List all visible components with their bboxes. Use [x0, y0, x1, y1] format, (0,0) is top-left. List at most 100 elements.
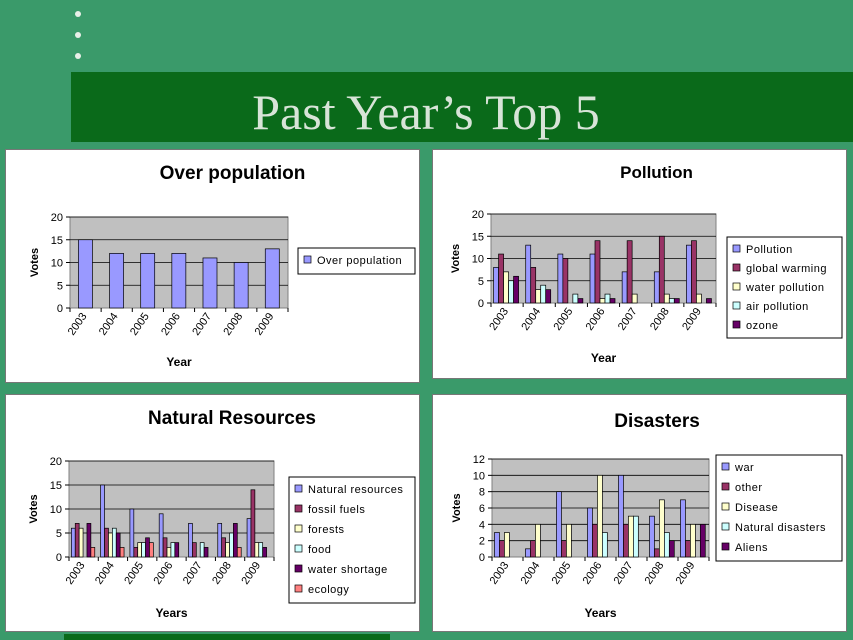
bar-pollution-2004: [525, 244, 532, 304]
bar-other-2004: [530, 540, 536, 558]
legend-label: Natural resources: [308, 484, 403, 496]
y-tick-label: 15: [50, 480, 62, 492]
bar-fossil-fuels-2006: [162, 537, 168, 558]
x-tick-label: 2008: [643, 560, 667, 587]
x-tick-label: 2005: [550, 560, 574, 587]
bar-disease-2009: [690, 523, 696, 558]
x-tick-label: 2003: [66, 311, 90, 338]
bar-disease-2004: [535, 523, 541, 558]
legend-label: Disease: [735, 502, 778, 514]
bullet-dot: [75, 53, 81, 59]
bar-other-2006: [592, 523, 598, 558]
bar-ozone-2008: [673, 298, 680, 304]
bar-global-warming-2008: [658, 235, 665, 304]
x-tick-label: 2005: [122, 560, 146, 587]
legend-swatch: [721, 542, 730, 551]
legend-swatch: [294, 564, 303, 573]
bar-ozone-2005: [577, 298, 584, 304]
bar-over-population-2007: [202, 257, 218, 309]
bar-other-2007: [623, 523, 629, 558]
legend-label: fossil fuels: [308, 504, 365, 516]
x-tick-label: 2005: [552, 306, 576, 333]
bar-global-warming-2003: [498, 253, 504, 304]
legend: [726, 236, 843, 339]
bar-natural-resources-2009: [246, 518, 252, 558]
x-tick-label: 2007: [190, 311, 214, 338]
legend-label: forests: [308, 524, 345, 536]
bar-water-pollution-2004: [535, 289, 542, 304]
legend-swatch: [294, 544, 303, 553]
bar-war-2008: [649, 515, 655, 558]
bar-water-shortage-2009: [262, 547, 267, 558]
legend: [297, 247, 416, 275]
legend-swatch: [732, 244, 741, 253]
legend-swatch: [294, 504, 303, 513]
bar-fossil-fuels-2009: [250, 489, 256, 558]
bar-natural-disasters-2007: [633, 515, 639, 558]
bar-forests-2004: [108, 532, 113, 558]
y-tick-label: 20: [472, 209, 484, 221]
y-tick-label: 0: [57, 303, 63, 315]
bar-fossil-fuels-2004: [104, 527, 109, 558]
bar-water-shortage-2008: [233, 523, 238, 558]
y-axis-label: Votes: [451, 493, 463, 522]
title-band: [71, 72, 853, 142]
y-tick-label: 0: [478, 298, 484, 310]
x-tick-label: 2008: [648, 306, 672, 333]
y-tick-label: 8: [479, 487, 485, 499]
x-tick-label: 2009: [253, 311, 277, 338]
legend: [715, 454, 843, 562]
bar-water-pollution-2003: [503, 271, 509, 304]
bar-fossil-fuels-2008: [221, 537, 226, 558]
bar-natural-disasters-2008: [664, 532, 670, 558]
bar-over-population-2006: [171, 253, 187, 309]
chart-panel-disasters: Disasters 0 2 4 6 8 10 12 2003 2004 2005 2006 2007 20…: [432, 394, 847, 632]
bar-natural-disasters-2006: [602, 532, 608, 558]
y-tick-label: 20: [50, 456, 62, 468]
bar-global-warming-2005: [562, 258, 569, 304]
bar-natural-resources-2004: [100, 484, 105, 558]
bar-food-2008: [229, 532, 234, 558]
bar-water-shortage-2005: [145, 537, 150, 558]
legend-label: water pollution: [745, 282, 824, 294]
legend-swatch: [294, 484, 303, 493]
bar-aliens-2009: [699, 523, 706, 558]
x-tick-label: 2006: [159, 311, 183, 338]
x-tick-label: 2008: [221, 311, 245, 338]
y-tick-label: 0: [479, 552, 485, 564]
x-tick-label: 2004: [519, 306, 543, 333]
x-tick-label: 2007: [612, 560, 636, 587]
bar-food-2009: [258, 542, 264, 558]
legend-label: Over population: [317, 255, 402, 267]
over-population-chart: Over population 0 5 10 15 20 2003 2004 2005 2006 2…: [29, 163, 416, 369]
y-tick-label: 5: [56, 528, 62, 540]
bar-ozone-2006: [609, 298, 616, 304]
bar-food-2006: [170, 542, 176, 558]
slide-title: Past Year’s Top 5: [252, 84, 600, 140]
bar-forests-2005: [137, 542, 142, 558]
bar-disease-2008: [659, 499, 665, 558]
y-tick-label: 0: [56, 552, 62, 564]
legend-label: air pollution: [746, 301, 809, 313]
bar-over-population-2009: [264, 248, 280, 309]
x-tick-label: 2009: [674, 560, 698, 587]
legend-label: Natural disasters: [735, 522, 826, 534]
y-tick-label: 12: [473, 454, 485, 466]
legend: [288, 476, 416, 604]
chart-panel-pollution: Pollution 0 5 10 15 20 2003 2004 2005 2006 2007 200…: [432, 149, 847, 379]
x-tick-label: 2009: [239, 560, 263, 587]
bar-water-shortage-2003: [86, 523, 92, 558]
y-axis-label: Votes: [29, 248, 41, 277]
bar-war-2005: [556, 491, 562, 558]
bar-pollution-2006: [589, 253, 596, 304]
x-tick-label: 2004: [93, 560, 117, 587]
x-tick-label: 2004: [97, 311, 121, 338]
bottom-band: [64, 634, 390, 640]
bar-water-shortage-2006: [174, 542, 180, 558]
bar-disease-2003: [504, 532, 510, 558]
bar-pollution-2008: [653, 271, 660, 304]
legend-label: Pollution: [746, 244, 793, 256]
bar-war-2006: [587, 507, 593, 558]
bar-natural-resources-2006: [158, 513, 164, 558]
bar-aliens-2008: [668, 540, 675, 558]
